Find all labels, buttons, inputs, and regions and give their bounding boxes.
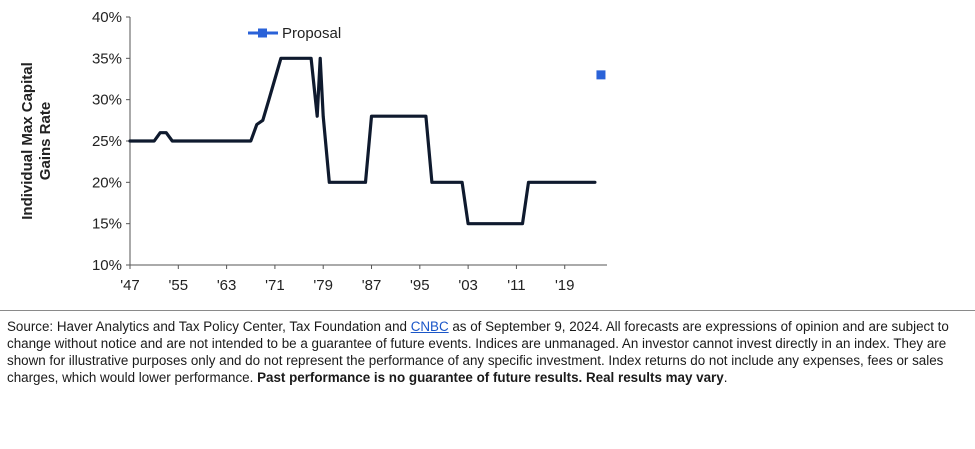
footnote-disclaimer: Past performance is no guarantee of futu… xyxy=(257,370,724,385)
y-axis-label: Individual Max CapitalGains Rate xyxy=(19,62,54,220)
cnbc-link[interactable]: CNBC xyxy=(410,319,449,334)
legend-proposal-label: Proposal xyxy=(282,25,341,42)
divider xyxy=(0,310,975,311)
x-tick-label: '71 xyxy=(265,277,285,294)
footnote-source-suffix: as of September 9, 2024. All forecasts a… xyxy=(7,319,949,385)
y-tick-label: 35% xyxy=(92,50,122,67)
x-tick-label: '19 xyxy=(555,277,575,294)
capital-gains-chart: 10% 15% 20% 25% 30% 35% 40% '47 '55 '63 '71 '79 '87… xyxy=(19,9,607,294)
footnote-end: . xyxy=(723,370,728,385)
footnote-source-prefix: Source: Haver Analytics and Tax Policy C… xyxy=(7,319,411,334)
legend-proposal-marker xyxy=(258,28,267,38)
x-tick-label: '55 xyxy=(169,277,189,294)
y-axis: 10% 15% 20% 25% 30% 35% 40% xyxy=(92,9,131,274)
y-tick-label: 30% xyxy=(92,92,122,109)
x-tick-label: '47 xyxy=(120,277,140,294)
x-tick-label: '11 xyxy=(507,277,525,294)
proposal-point xyxy=(596,70,606,80)
x-tick-label: '03 xyxy=(458,277,478,294)
x-tick-label: '79 xyxy=(313,277,333,294)
footnote: Source: Haver Analytics and Tax Policy C… xyxy=(7,318,967,386)
y-tick-label: 40% xyxy=(92,9,122,26)
legend: Proposal xyxy=(248,25,341,42)
y-tick-label: 20% xyxy=(92,174,122,191)
series-layer xyxy=(128,56,606,226)
x-axis: '47 '55 '63 '71 '79 '87 '95 '03 '11 '19 xyxy=(120,264,607,294)
y-tick-label: 25% xyxy=(92,133,122,150)
x-tick-label: '95 xyxy=(410,277,430,294)
y-tick-label: 10% xyxy=(92,257,122,274)
rate-series-line xyxy=(128,56,597,226)
x-tick-label: '63 xyxy=(217,277,237,294)
y-tick-label: 15% xyxy=(92,216,122,233)
x-tick-label: '87 xyxy=(362,277,382,294)
